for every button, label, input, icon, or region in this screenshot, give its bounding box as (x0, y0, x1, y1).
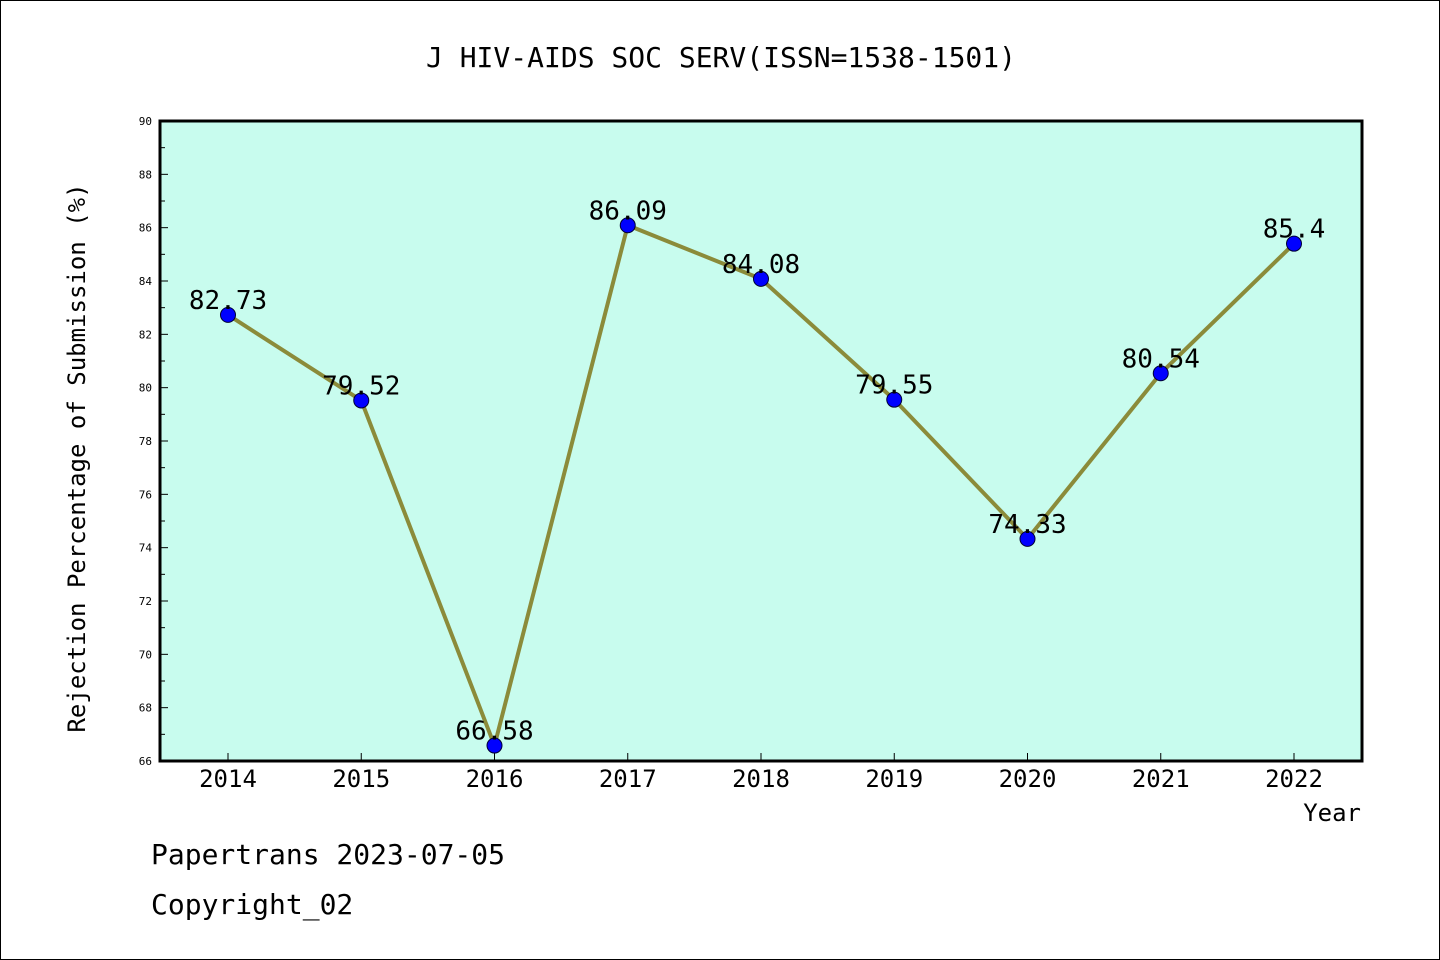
y-tick-label: 78 (139, 435, 152, 448)
data-value-label: 74.33 (988, 510, 1066, 540)
data-value-label: 85.4 (1263, 215, 1326, 245)
data-point-marker (753, 270, 769, 287)
data-point-marker (353, 392, 370, 409)
y-tick-label: 80 (139, 382, 152, 395)
x-tick-label: 2022 (1265, 765, 1323, 793)
data-value-label: 79.55 (855, 371, 933, 401)
markers-layer (220, 217, 1302, 754)
x-tick-label: 2020 (999, 765, 1057, 793)
y-tick-label: 88 (139, 168, 152, 181)
x-tick-label: 2018 (732, 765, 790, 793)
y-tick-label: 84 (139, 275, 153, 288)
data-value-label: 82.73 (189, 286, 267, 316)
y-tick-label: 76 (139, 488, 152, 501)
data-value-label: 79.52 (322, 371, 400, 401)
data-point-marker (1286, 235, 1302, 252)
x-tick-label: 2016 (466, 765, 524, 793)
y-tick-label: 74 (139, 542, 153, 555)
data-value-label: 86.09 (589, 196, 667, 226)
data-point-marker (1152, 365, 1169, 382)
x-tick-label: 2019 (865, 765, 923, 793)
plot-area (160, 121, 1362, 761)
data-value-label: 84.08 (722, 250, 800, 280)
y-tick-label: 68 (139, 702, 152, 715)
footer-copyright-text: Copyright_02 (151, 888, 353, 922)
y-tick-label: 70 (139, 648, 152, 661)
x-axis: 2014 2015 2016 2017 2018 2019 2020 2021 2022 (199, 753, 1323, 793)
data-value-label: 66.58 (455, 717, 533, 747)
x-tick-label: 2021 (1132, 765, 1190, 793)
data-labels-layer: 82.73 79.52 66.58 86.09 84.08 79.55 74.33 80.54… (189, 196, 1325, 746)
x-tick-label: 2017 (599, 765, 657, 793)
y-axis-label: Rejection Percentage of Submission (%) (63, 183, 91, 732)
x-tick-label: 2015 (332, 765, 390, 793)
x-tick-label: 2014 (199, 765, 257, 793)
data-value-label: 80.54 (1122, 344, 1200, 374)
data-point-marker (619, 217, 636, 234)
y-tick-label: 86 (139, 222, 152, 235)
y-tick-label: 66 (139, 755, 152, 768)
y-tick-label: 72 (139, 595, 152, 608)
x-axis-label: Year (1303, 799, 1361, 827)
y-tick-label: 90 (139, 115, 152, 128)
data-point-marker (886, 391, 903, 408)
data-point-marker (220, 306, 236, 323)
data-point-marker (1019, 530, 1036, 547)
y-axis: 66 68 70 72 74 76 78 80 82 84 86 88 90 (139, 115, 168, 768)
chart-title: J HIV-AIDS SOC SERV(ISSN=1538-1501) (426, 41, 1016, 74)
data-point-marker (486, 737, 503, 754)
y-tick-label: 82 (139, 328, 152, 341)
plot-frame (158, 119, 1364, 763)
footer-date-text: Papertrans 2023-07-05 (151, 838, 505, 871)
